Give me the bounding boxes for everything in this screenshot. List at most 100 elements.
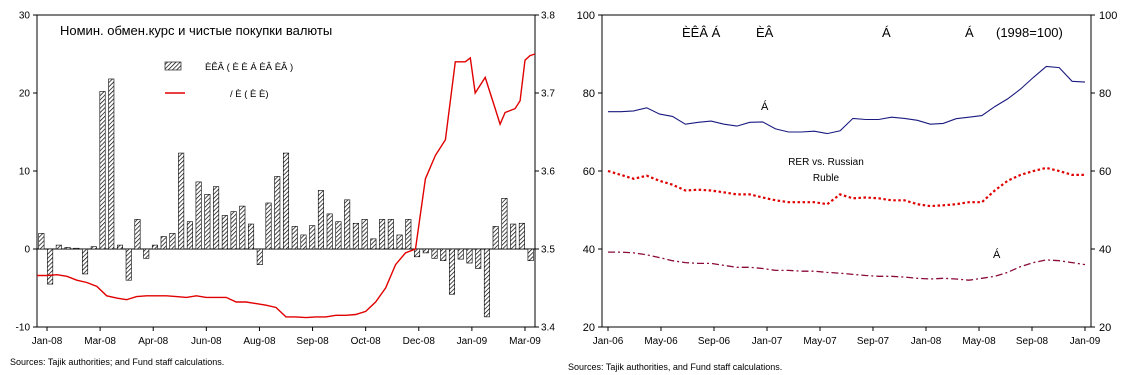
y-right-tick-label: 40: [1099, 244, 1111, 256]
series-line-dashdot: [608, 251, 1086, 281]
annotation-rer-line1: RER vs. Russian: [788, 157, 864, 168]
bar: [265, 202, 272, 250]
y-left-tick-label: 20: [583, 322, 595, 334]
bar: [116, 244, 124, 250]
y-right-tick-label: 3.6: [541, 167, 555, 178]
y-left-tick-label: 20: [19, 89, 31, 100]
bar: [510, 223, 517, 250]
y-right-tick-label: 20: [1099, 322, 1111, 334]
bar: [501, 198, 508, 250]
legend-line-label: / È ( È È): [230, 89, 269, 100]
annotation-rer-line2: Ruble: [813, 173, 840, 184]
bar: [344, 199, 351, 250]
bar: [440, 248, 447, 261]
bar: [239, 205, 246, 250]
bar: [370, 238, 377, 250]
bar: [387, 219, 394, 250]
bar: [518, 222, 525, 250]
y-right-tick-label: 3.5: [541, 245, 555, 256]
x-tick-label: Aug-08: [243, 336, 276, 347]
bar: [405, 219, 412, 250]
bar: [457, 248, 464, 260]
legend-bar-swatch: [164, 61, 182, 71]
series-line-dotted: [607, 166, 1085, 208]
chart-left: 30 20 10 0 -10 3.8 3.7 3.6 3.5 3.4 Jan-08 Mar-08 Apr…: [16, 11, 556, 348]
bar: [195, 181, 202, 250]
y-left-tick-label: 0: [24, 245, 30, 256]
bar: [326, 213, 333, 250]
bar: [256, 248, 263, 265]
bar: [230, 211, 237, 250]
x-tick-label: Sep-07: [857, 336, 890, 347]
bar: [186, 221, 193, 250]
y-right-tick-label: 60: [1099, 166, 1111, 178]
bar: [352, 222, 359, 250]
x-tick-label: May-07: [803, 336, 837, 347]
annotation-glyph: Á: [761, 100, 769, 113]
sources-left: Sources: Tajik authorities; and Fund sta…: [10, 357, 225, 367]
bar: [82, 248, 89, 275]
bar: [125, 248, 132, 281]
bar: [309, 225, 316, 250]
y-left-tick-label: -10: [16, 323, 31, 334]
y-right-tick-label: 3.7: [541, 89, 555, 100]
y-left-tick-label: 100: [577, 10, 595, 22]
bar: [483, 248, 490, 318]
bar: [414, 248, 421, 258]
y-right-tick-label: 100: [1099, 10, 1117, 22]
x-tick-label: Jan-09: [457, 336, 488, 347]
bar: [47, 248, 54, 285]
x-tick-label: Jan-08: [32, 336, 63, 347]
x-tick-label: Dec-08: [403, 336, 436, 347]
bar: [274, 176, 281, 250]
x-tick-label: Apr-08: [138, 336, 168, 347]
header-glyph: ÈÊÂ Á: [682, 25, 721, 40]
bar: [379, 219, 386, 250]
x-tick-label: Jun-08: [191, 336, 222, 347]
bar: [492, 226, 499, 250]
bar: [282, 152, 290, 250]
bar: [90, 246, 97, 250]
y-right-tick-label: 3.8: [541, 11, 555, 22]
x-tick-label: Sep-06: [698, 336, 731, 347]
bar: [422, 248, 429, 254]
bar: [38, 233, 45, 250]
y-right-tick-label: 80: [1099, 88, 1111, 100]
x-tick-label: Jan-07: [752, 336, 783, 347]
x-tick-label: Sep-08: [296, 336, 329, 347]
bar: [396, 234, 403, 250]
x-tick-label: Sep-08: [1016, 336, 1049, 347]
sources-right: Sources: Tajik authorities, and Fund sta…: [568, 362, 783, 372]
bar: [466, 248, 473, 264]
y-left-tick-label: 80: [583, 88, 595, 100]
bar: [134, 219, 141, 250]
bar: [204, 194, 211, 250]
x-tick-label: Mar-08: [84, 336, 116, 347]
y-left-tick-label: 60: [583, 166, 595, 178]
bar: [73, 247, 80, 250]
bar: [527, 248, 534, 261]
x-tick-label: Jan-08: [911, 336, 942, 347]
bar: [169, 233, 176, 250]
y-left-tick-label: 30: [19, 11, 31, 22]
y-right-tick-label: 3.4: [541, 323, 555, 334]
y-left-tick-label: 10: [19, 167, 31, 178]
y-left-tick-label: 40: [583, 244, 595, 256]
bar: [431, 248, 438, 259]
plot-frame-right: [601, 14, 1092, 328]
bar: [108, 78, 115, 250]
header-glyph: ÈÂ: [756, 25, 774, 40]
annotation-glyph: Á: [993, 248, 1001, 261]
bar: [300, 234, 307, 250]
header-glyph: Á: [965, 25, 974, 40]
bar: [335, 221, 342, 250]
bar: [160, 236, 167, 250]
header-glyph: Á: [882, 25, 891, 40]
bar: [99, 91, 106, 250]
chart-title: Номин. обмен.курс и чистые покупки валют…: [60, 23, 332, 38]
bar: [213, 186, 220, 250]
bar: [291, 226, 298, 250]
bar: [221, 215, 228, 250]
x-tick-label: May-08: [962, 336, 996, 347]
